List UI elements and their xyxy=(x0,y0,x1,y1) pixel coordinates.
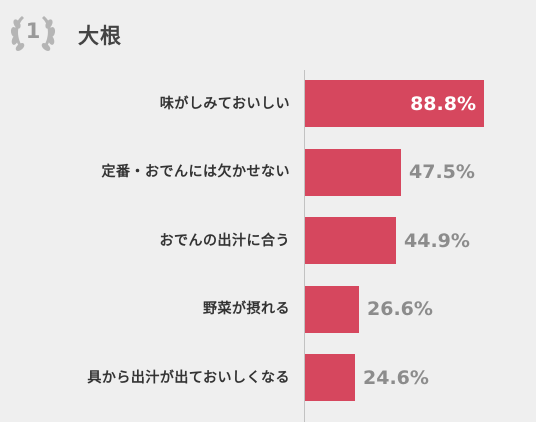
bar-chart: 味がしみておいしい 88.8% 定番・おでんには欠かせない 47.5% おでんの出汁に合… xyxy=(0,70,536,422)
bar xyxy=(305,217,396,264)
bar xyxy=(305,354,355,401)
laurel-wreath-icon xyxy=(10,16,56,51)
bar xyxy=(305,285,359,333)
category-label: 具から出汁が出ておいしくなる xyxy=(87,369,290,386)
chart-title: 大根 xyxy=(78,24,122,48)
category-label: おでんの出汁に合う xyxy=(159,232,290,249)
category-label: 味がしみておいしい xyxy=(159,95,290,112)
bar xyxy=(305,148,401,196)
rank-badge: 1 xyxy=(8,10,58,56)
category-label: 定番・おでんには欠かせない xyxy=(101,164,290,180)
value-label: 88.8% xyxy=(410,92,476,115)
value-label: 24.6% xyxy=(363,366,429,389)
value-label: 44.9% xyxy=(404,229,470,252)
rank-number: 1 xyxy=(25,19,41,43)
bar xyxy=(305,80,484,127)
chart-header: 1 大根 xyxy=(0,0,536,70)
category-label: 野菜が摂れる xyxy=(203,301,290,317)
value-label: 47.5% xyxy=(409,161,475,183)
value-label: 26.6% xyxy=(367,298,433,320)
category-axis-line xyxy=(304,70,305,422)
